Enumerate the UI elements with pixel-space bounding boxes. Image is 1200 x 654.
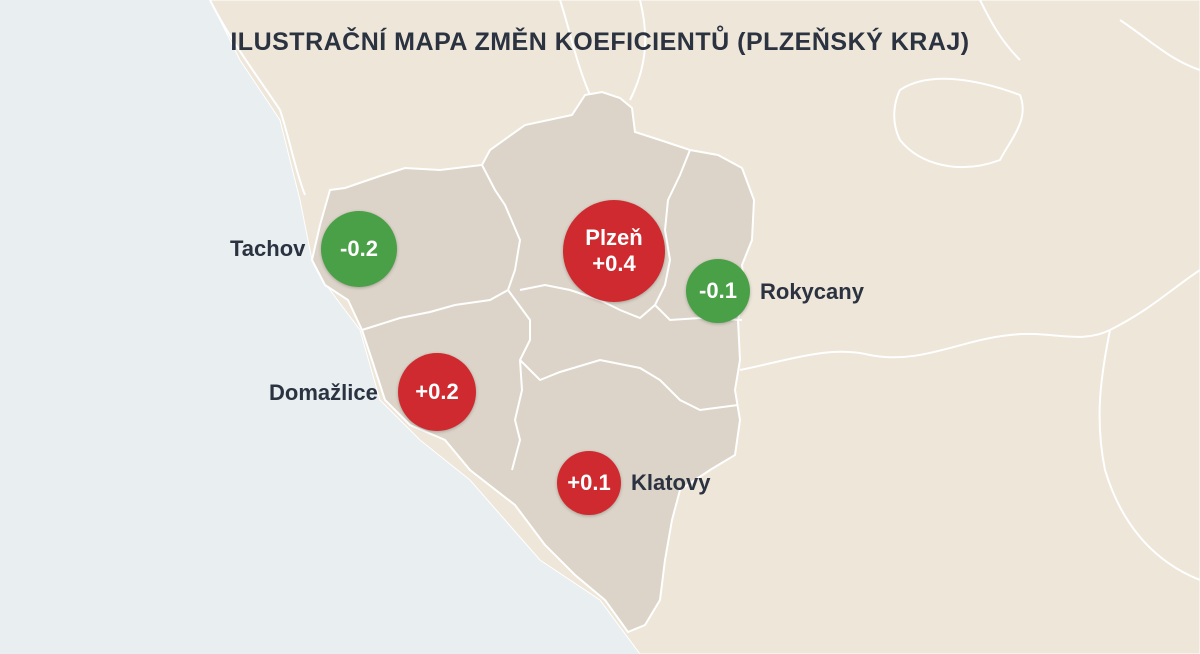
change-value-rokycany: -0.1: [699, 278, 737, 303]
change-value-domazlice: +0.2: [415, 379, 459, 404]
country-border: [1098, 329, 1200, 581]
district-label-klatovy: Klatovy: [631, 470, 711, 495]
change-marker-klatovy[interactable]: +0.1: [557, 451, 621, 515]
country-border: [893, 77, 1024, 168]
district-label-rokycany: Rokycany: [760, 279, 864, 304]
map-title: ILUSTRAČNÍ MAPA ZMĚN KOEFICIENTŮ (PLZEŇS…: [230, 28, 970, 56]
change-value-klatovy: +0.1: [567, 470, 611, 495]
country-border: [209, 0, 306, 196]
change-marker-tachov[interactable]: -0.2: [321, 211, 397, 287]
district-label-domazlice: Domažlice: [269, 380, 378, 405]
change-marker-rokycany[interactable]: -0.1: [686, 259, 750, 323]
change-marker-plzen[interactable]: Plzeň +0.4: [563, 200, 665, 302]
country-border: [559, 0, 647, 101]
country-border: [979, 0, 1200, 71]
district-label-tachov: Tachov: [230, 236, 306, 261]
district-border: [507, 289, 739, 412]
change-value-tachov: -0.2: [340, 236, 378, 261]
district-border: [511, 359, 524, 471]
district-label-plzen: Plzeň: [585, 225, 643, 250]
country-border: [739, 269, 1200, 371]
change-value-plzen: +0.4: [592, 251, 636, 276]
change-marker-domazlice[interactable]: +0.2: [398, 353, 476, 431]
